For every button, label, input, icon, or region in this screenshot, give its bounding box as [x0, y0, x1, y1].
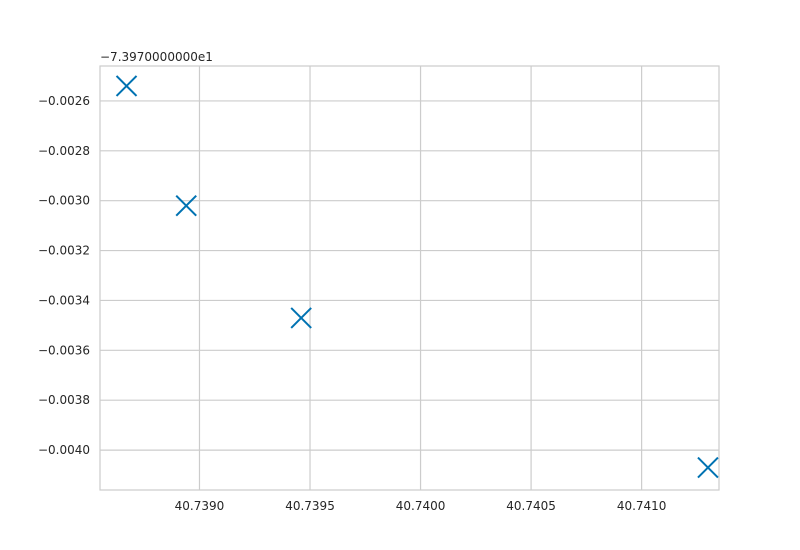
- y-tick-label: −0.0030: [38, 194, 90, 208]
- scatter-point: [175, 194, 197, 217]
- scatter-point: [697, 456, 719, 479]
- y-tick-label: −0.0028: [38, 144, 90, 158]
- y-axis-offset-label: −7.3970000000e1: [100, 50, 213, 64]
- y-tick-label: −0.0038: [38, 393, 90, 407]
- x-tick-label: 40.7395: [285, 499, 335, 513]
- scatter-point: [290, 307, 312, 329]
- y-tick-label: −0.0026: [38, 94, 90, 108]
- x-tick-label: 40.7400: [396, 499, 446, 513]
- y-tick-label: −0.0034: [38, 293, 90, 307]
- y-tick-label: −0.0032: [38, 244, 90, 258]
- data-points: [115, 75, 719, 479]
- scatter-point: [115, 75, 138, 97]
- y-tick-label: −0.0036: [38, 343, 90, 357]
- x-tick-label: 40.7405: [506, 499, 556, 513]
- grid: [100, 66, 719, 490]
- x-tick-label: 40.7410: [617, 499, 667, 513]
- y-tick-label: −0.0040: [38, 443, 90, 457]
- tick-labels: 40.7390 40.7395 40.7400 40.7405 40.7410 −0.00…: [38, 94, 666, 513]
- plot-frame: [99, 65, 720, 491]
- x-tick-label: 40.7390: [175, 499, 225, 513]
